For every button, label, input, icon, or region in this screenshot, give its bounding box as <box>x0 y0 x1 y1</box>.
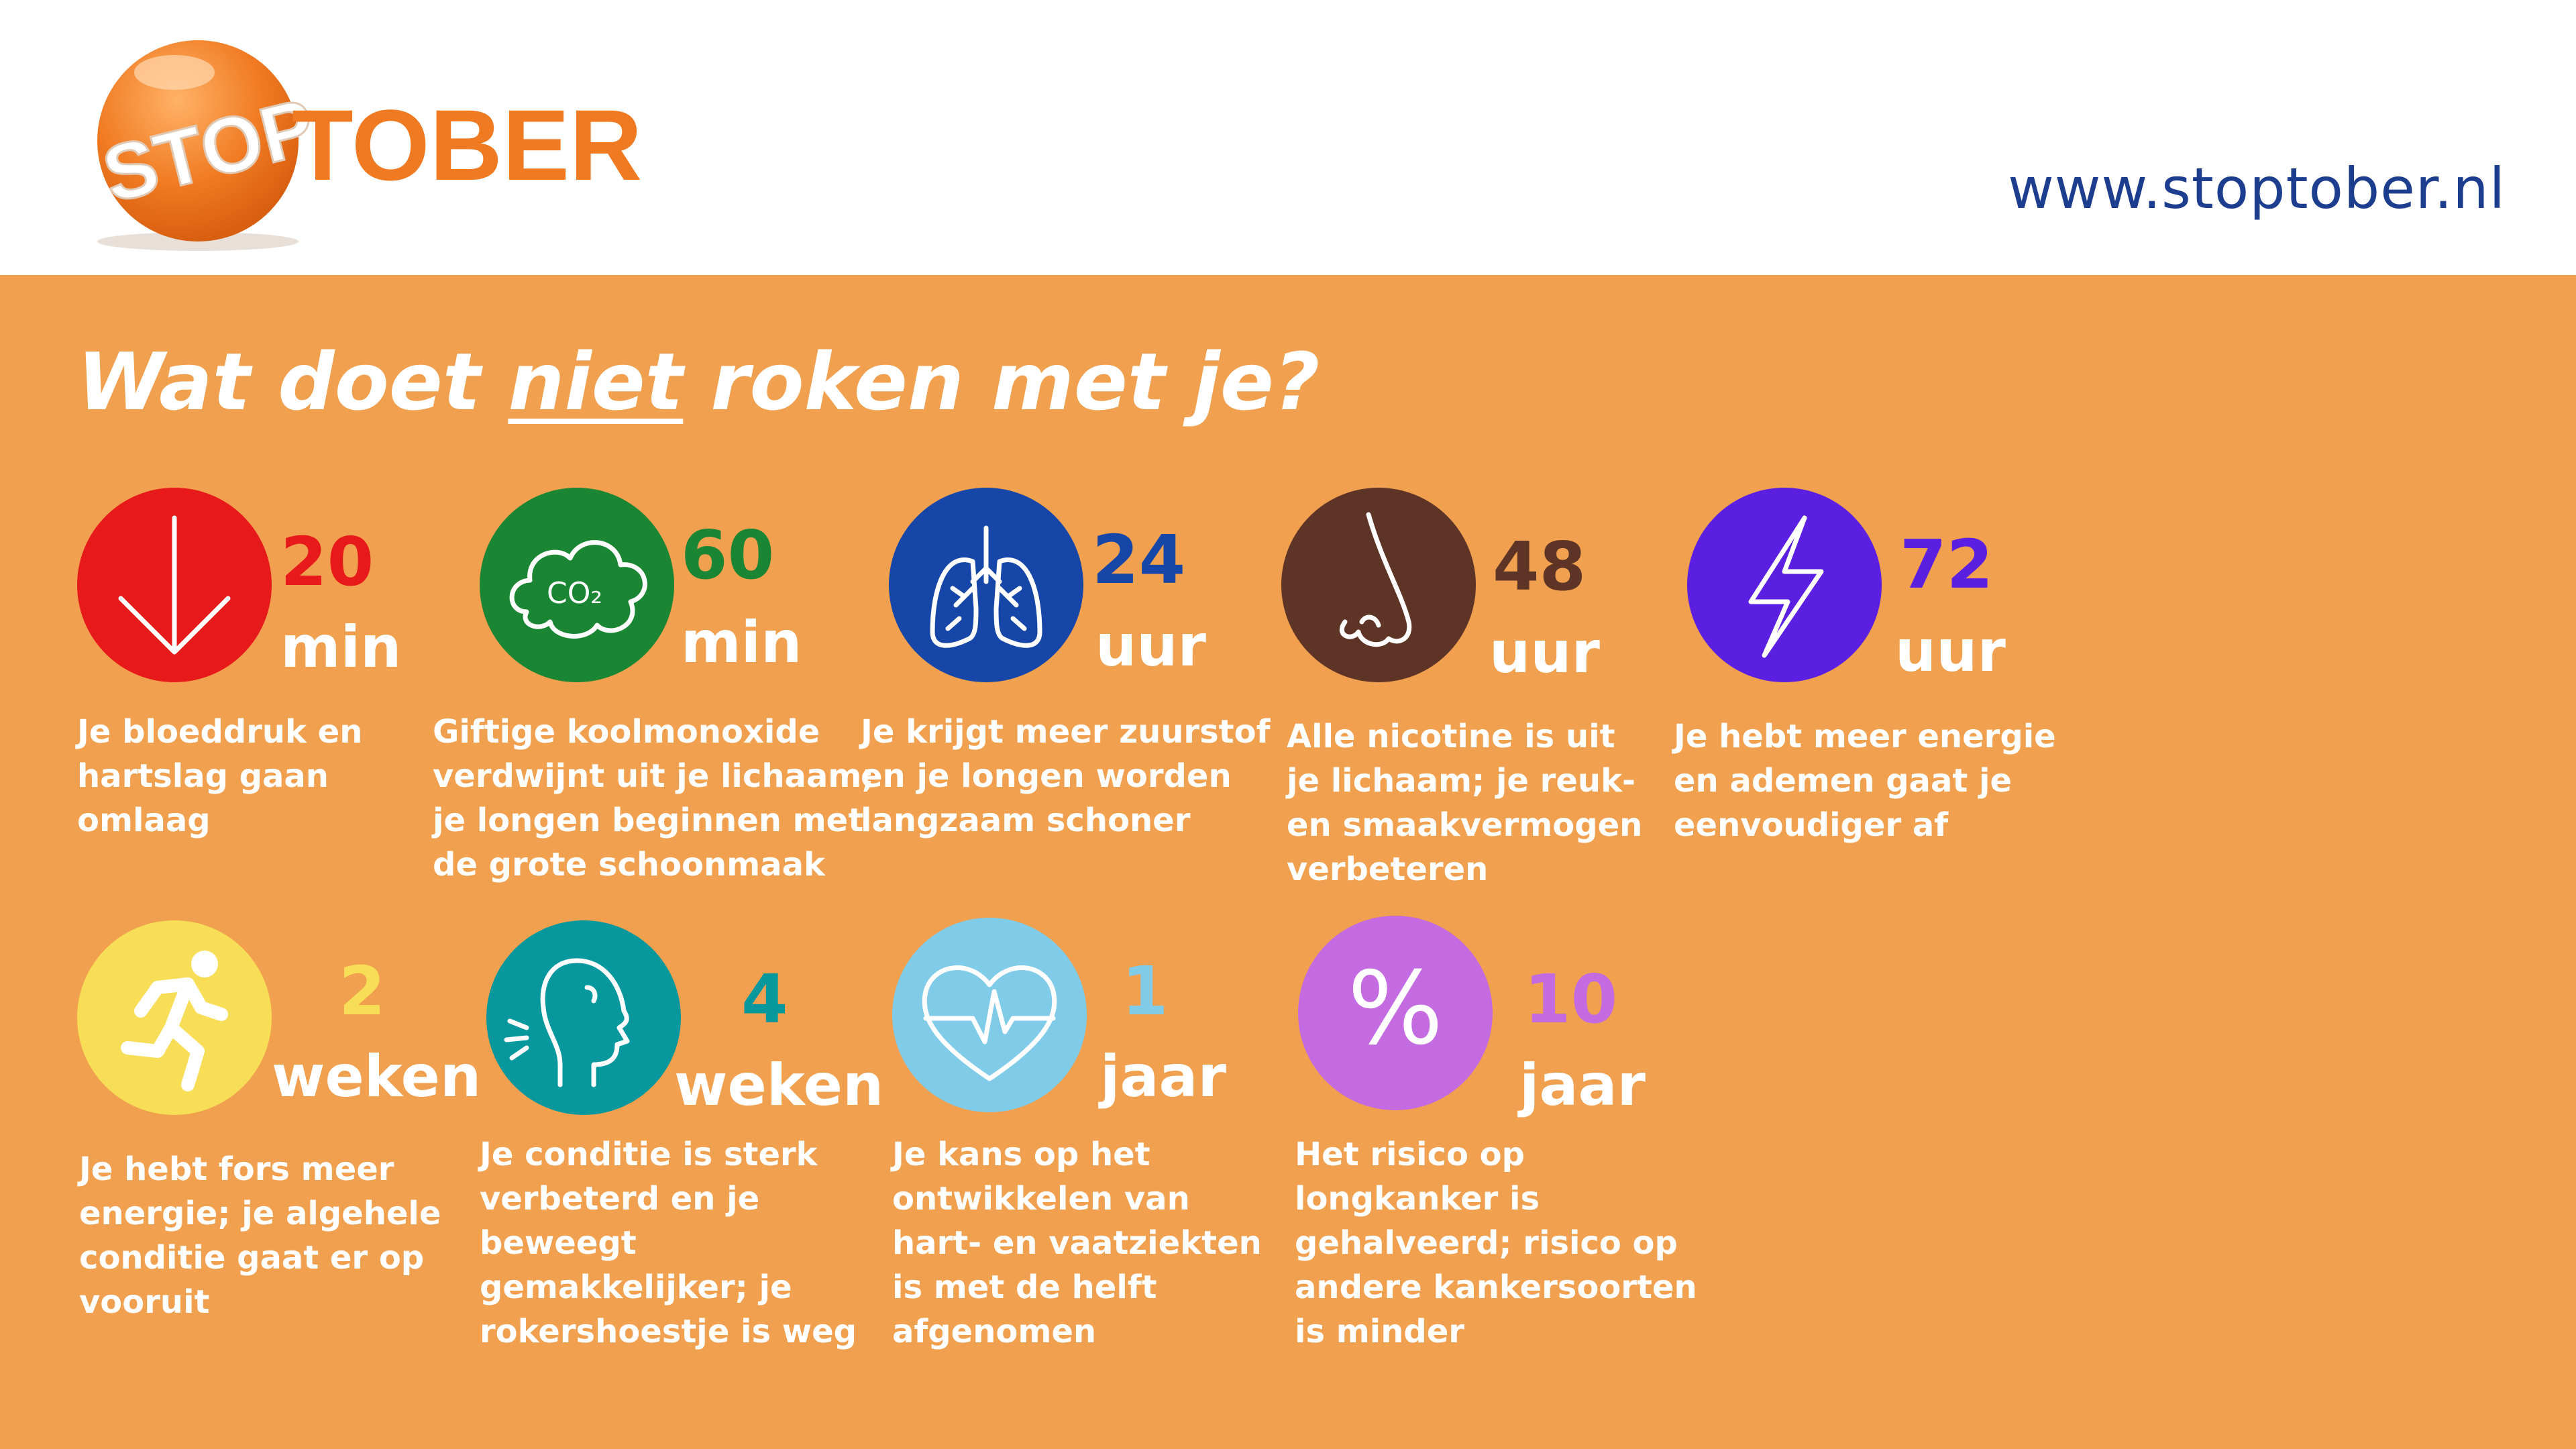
milestone-description: Je kans op het ontwikkelen van hart- en … <box>892 1136 1262 1350</box>
arrow-down-icon <box>118 515 231 655</box>
milestone-description: Je conditie is sterk verbeterd en je bew… <box>480 1136 857 1350</box>
milestone-number: 10 <box>1524 960 1618 1038</box>
milestone-number: 4 <box>741 960 788 1038</box>
nose-circle <box>1281 488 1476 682</box>
milestone-description: Giftige koolmonoxide verdwijnt uit je li… <box>433 713 875 883</box>
milestone-unit: jaar <box>1100 1043 1226 1110</box>
milestone-description: Alle nicotine is uit je lichaam; je reuk… <box>1287 718 1643 888</box>
breathing-head-icon <box>504 958 630 1087</box>
milestone-unit: min <box>280 614 402 681</box>
milestone-number: 2 <box>339 952 386 1030</box>
co2-cloud-icon: CO₂ <box>509 540 647 639</box>
runner-circle <box>77 920 272 1115</box>
milestone-description: Je hebt fors meer energie; je algehele c… <box>79 1150 441 1321</box>
title-emphasis: niet <box>508 335 684 428</box>
percent-icon: % <box>1348 951 1444 1067</box>
svg-text:%: % <box>1348 951 1444 1067</box>
header: STOP TOBER www.stoptober.nl <box>0 0 2576 275</box>
breathing-head-circle <box>486 920 681 1115</box>
heart-pulse-circle <box>892 918 1087 1112</box>
runner-icon <box>121 951 228 1091</box>
milestone-unit: uur <box>1895 618 2006 685</box>
milestone-unit: uur <box>1095 612 1206 680</box>
milestone-unit: weken <box>272 1043 482 1110</box>
milestone-unit: uur <box>1489 619 1600 686</box>
milestone-description: Je bloeddruk en hartslag gaan omlaag <box>77 713 363 839</box>
lightning-circle <box>1687 488 1882 682</box>
lungs-circle <box>889 488 1083 682</box>
milestone-description: Je krijgt meer zuurstof en je longen wor… <box>861 713 1271 839</box>
arrow-down-circle <box>77 488 272 682</box>
lungs-icon <box>930 525 1042 648</box>
svg-text:CO₂: CO₂ <box>547 576 602 610</box>
stoptober-logo: STOP TOBER <box>93 40 642 251</box>
milestone-unit: jaar <box>1519 1052 1646 1119</box>
milestone-number: 1 <box>1122 952 1169 1030</box>
milestone-number: 24 <box>1092 521 1186 599</box>
milestone-unit: min <box>681 609 802 676</box>
milestone-description: Je hebt meer energie en ademen gaat je e… <box>1674 718 2056 844</box>
page-title: Wat doet niet roken met je? <box>77 335 1320 428</box>
lightning-icon <box>1748 515 1824 658</box>
website-url[interactable]: www.stoptober.nl <box>2008 156 2506 221</box>
milestone-number: 20 <box>280 523 374 601</box>
milestone-unit: weken <box>674 1052 884 1119</box>
main-panel: Wat doet niet roken met je? <box>0 275 2576 1449</box>
logo-tober-text: TOBER <box>292 89 642 201</box>
milestone-description: Het risico op longkanker is gehalveerd; … <box>1295 1136 1697 1350</box>
title-part1: Wat doet <box>77 335 508 428</box>
milestone-number: 72 <box>1900 525 1994 604</box>
milestone-number: 60 <box>681 516 775 594</box>
milestone-number: 48 <box>1493 527 1587 606</box>
title-part3: roken met je? <box>683 335 1320 428</box>
percent-circle: % <box>1298 916 1493 1110</box>
nose-icon <box>1339 512 1412 647</box>
co2-cloud-circle: CO₂ <box>480 488 674 682</box>
heart-pulse-icon <box>922 965 1057 1081</box>
